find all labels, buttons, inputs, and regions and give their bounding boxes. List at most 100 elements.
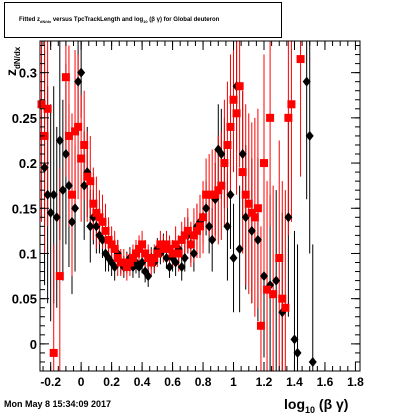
data-point-red <box>159 244 168 253</box>
y-tick-label: 0.05 <box>12 292 37 307</box>
data-point-red <box>138 240 147 249</box>
data-point-black <box>110 262 119 273</box>
data-point-red <box>89 199 98 208</box>
data-point-black <box>64 180 73 191</box>
data-point-red <box>98 217 107 226</box>
data-point-black <box>71 203 80 214</box>
y-tick-label: 0.3 <box>19 66 37 81</box>
data-point-black <box>305 130 314 141</box>
data-point-red <box>141 249 150 258</box>
x-tick-label: 0 <box>78 375 85 389</box>
data-point-black <box>272 275 281 286</box>
data-point-red <box>104 235 113 244</box>
x-tick-label: -0.2 <box>40 375 61 389</box>
data-point-black <box>260 271 268 282</box>
x-tick-label: 0.8 <box>195 375 212 389</box>
data-point-black <box>43 189 52 200</box>
data-point-black <box>290 334 299 345</box>
data-point-red <box>250 213 259 222</box>
title-box: Fitted zdN/dx versus TpcTrackLength and … <box>4 2 282 38</box>
data-point-red <box>174 249 183 258</box>
data-point-black <box>202 203 211 214</box>
data-point-black <box>52 212 61 223</box>
footer-timestamp: Mon May 8 15:34:09 2017 <box>4 399 112 409</box>
data-point-red <box>64 131 73 140</box>
data-point-red <box>229 95 238 104</box>
data-point-black <box>253 234 262 245</box>
data-point-black <box>138 257 147 268</box>
x-axis-label: log10 (β γ) <box>284 396 348 414</box>
data-point-black <box>162 252 171 263</box>
data-point-red <box>125 258 134 267</box>
data-point-red <box>235 82 244 91</box>
data-point-red <box>253 204 262 213</box>
data-point-black <box>58 185 67 196</box>
data-point-red <box>196 222 204 231</box>
data-point-black <box>217 149 226 160</box>
data-point-red <box>86 177 95 186</box>
data-point-red <box>177 235 186 244</box>
data-point-red <box>113 253 122 262</box>
data-point-red <box>186 240 195 249</box>
data-point-red <box>77 154 86 163</box>
x-tick-label: 0.4 <box>134 375 151 389</box>
data-point-red <box>37 100 46 109</box>
data-point-red <box>189 231 198 240</box>
data-point-red <box>95 213 104 222</box>
data-point-black <box>247 225 256 236</box>
data-point-red <box>269 290 278 299</box>
data-point-black <box>74 76 83 87</box>
data-point-black <box>208 234 217 245</box>
data-point-red <box>71 127 80 136</box>
data-point-red <box>260 159 268 168</box>
data-point-red <box>55 272 64 281</box>
data-point-red <box>49 348 58 357</box>
data-point-black <box>86 221 95 232</box>
x-tick-label: 0.6 <box>164 375 181 389</box>
data-point-red <box>168 249 177 258</box>
title-end: (β γ) for Global deuteron <box>149 17 220 23</box>
plot-frame <box>39 40 361 372</box>
data-point-red <box>165 244 174 253</box>
data-point-black <box>293 347 302 358</box>
data-point-red <box>180 231 189 240</box>
data-point-black <box>177 262 186 273</box>
data-point-red <box>244 199 253 208</box>
data-point-red <box>278 294 287 303</box>
data-point-red <box>162 240 171 249</box>
data-point-red <box>199 213 208 222</box>
data-point-red <box>232 109 241 118</box>
data-point-black <box>284 212 293 223</box>
data-point-red <box>43 104 52 113</box>
data-point-black <box>223 221 232 232</box>
data-point-red <box>183 226 192 235</box>
data-point-black <box>46 207 55 218</box>
data-point-red <box>296 55 305 64</box>
data-point-red <box>287 100 296 109</box>
y-axis-label: zdN/dx <box>3 46 22 76</box>
data-point-red <box>214 186 223 195</box>
data-point-red <box>247 208 256 217</box>
data-point-black <box>68 216 76 227</box>
data-point-red <box>147 258 156 267</box>
data-point-red <box>110 244 119 253</box>
x-tick-label: 1 <box>230 375 237 389</box>
data-point-red <box>284 113 293 122</box>
data-point-red <box>150 253 159 262</box>
data-point-red <box>68 190 76 199</box>
data-point-red <box>153 249 162 258</box>
title-log-sub: 10 <box>143 19 148 25</box>
data-point-black <box>40 162 49 173</box>
data-point-black <box>55 135 64 146</box>
title-z: z <box>37 17 41 23</box>
data-point-red <box>92 208 101 217</box>
data-point-red <box>107 240 116 249</box>
data-point-red <box>156 240 165 249</box>
data-point-black <box>49 189 58 200</box>
data-point-red <box>132 249 140 258</box>
data-point-red <box>256 321 265 330</box>
data-point-black <box>308 356 317 367</box>
data-point-red <box>119 258 128 267</box>
